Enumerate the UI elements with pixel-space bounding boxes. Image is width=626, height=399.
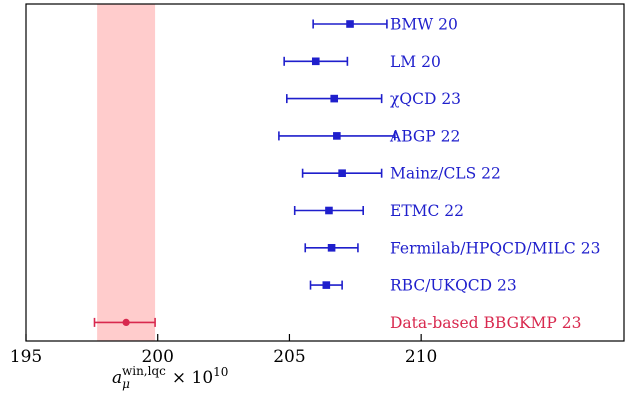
marker-square xyxy=(311,57,320,66)
data-point-3: ABGP 22 xyxy=(278,127,460,145)
x-axis-title: aμwin,lqc × 1010 xyxy=(112,364,228,391)
x-axis-title-sub: μ xyxy=(122,377,130,391)
marker-square xyxy=(338,169,346,177)
data-point-4: Mainz/CLS 22 xyxy=(301,165,501,183)
marker-circle xyxy=(122,318,130,326)
band-layer xyxy=(97,4,156,341)
data-driven-band xyxy=(97,4,156,341)
marker-square xyxy=(333,132,341,140)
data-point-5: ETMC 22 xyxy=(293,202,464,220)
points-layer: BMW 20 LM 20 χQCD 23 ABGP 22 Mainz/CLS 22 ETM… xyxy=(93,16,600,332)
data-point-8: Data-based BBGKMP 23 xyxy=(93,314,582,332)
point-label: Mainz/CLS 22 xyxy=(390,165,501,183)
point-label: BMW 20 xyxy=(390,16,458,34)
x-tick-label: 195 xyxy=(10,347,42,367)
point-label: χQCD 23 xyxy=(390,90,461,108)
x-tick-label: 205 xyxy=(273,347,305,367)
data-point-6: Fermilab/HPQCD/MILC 23 xyxy=(304,239,600,257)
x-axis-title-exp: 10 xyxy=(213,365,228,379)
x-tick-label: 200 xyxy=(141,347,173,367)
plot-frame xyxy=(25,3,625,342)
x-axis-title-suffix: × 10 xyxy=(172,368,213,388)
data-point-2: χQCD 23 xyxy=(286,90,461,108)
data-point-1: LM 20 xyxy=(283,53,441,71)
x-tick-label: 210 xyxy=(405,347,437,367)
point-label: RBC/UKQCD 23 xyxy=(390,277,517,295)
point-label: Data-based BBGKMP 23 xyxy=(390,314,582,332)
ticks-layer: 195 200 205 210 xyxy=(10,334,437,367)
x-axis-title-sup: win,lqc xyxy=(122,364,166,378)
marker-square xyxy=(346,20,354,28)
x-axis-title-base: a xyxy=(112,368,122,388)
marker-square xyxy=(330,94,339,103)
marker-square xyxy=(325,206,333,215)
data-point-0: BMW 20 xyxy=(312,16,458,34)
point-label: Fermilab/HPQCD/MILC 23 xyxy=(390,239,600,257)
point-label: ETMC 22 xyxy=(390,202,464,220)
point-label: ABGP 22 xyxy=(389,127,460,145)
marker-square xyxy=(322,281,331,289)
data-point-7: RBC/UKQCD 23 xyxy=(309,277,517,295)
marker-square xyxy=(327,244,336,252)
point-label: LM 20 xyxy=(390,53,441,71)
